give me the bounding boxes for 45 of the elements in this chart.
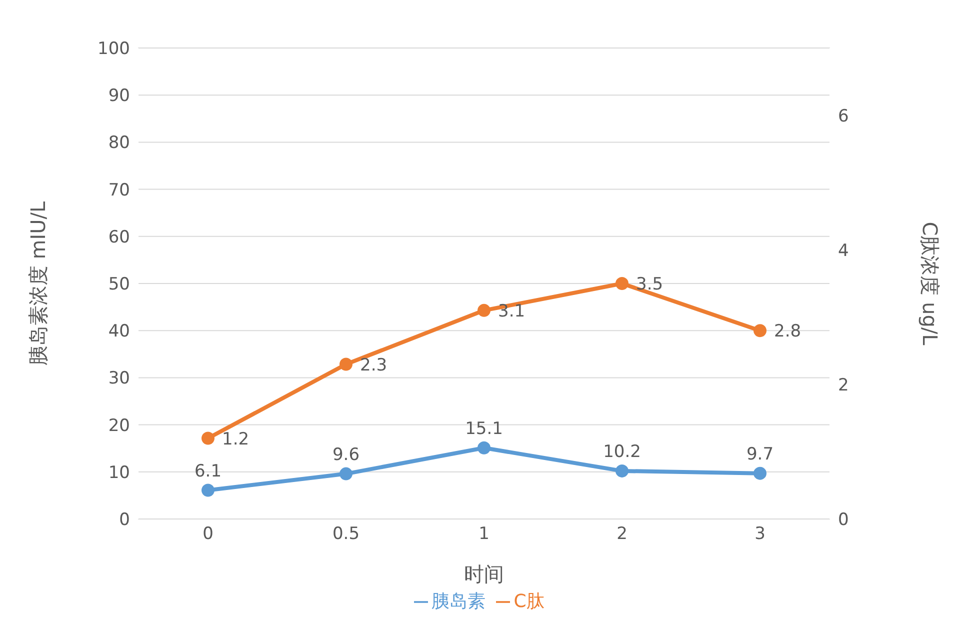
y-tick-label: 60: [108, 227, 130, 248]
y-axis-title: 胰岛素浓度 mIU/L: [26, 200, 50, 366]
x-tick-label: 2: [616, 524, 628, 544]
y-tick-label: 20: [108, 416, 130, 436]
data-label: 9.6: [332, 444, 360, 465]
point: [754, 324, 766, 338]
legend-label: C肽: [514, 591, 544, 612]
x-axis-title: 时间: [464, 562, 504, 586]
point: [478, 441, 490, 454]
data-label: 1.2: [222, 429, 250, 450]
y2-tick-label: 6: [838, 106, 849, 126]
y2-tick-label: 2: [838, 375, 849, 396]
y-tick-label: 40: [108, 322, 130, 342]
data-label: 9.7: [746, 444, 774, 464]
point: [478, 304, 490, 317]
point: [616, 277, 628, 290]
y-tick-label: 70: [108, 180, 130, 200]
point: [202, 432, 214, 445]
y-tick-label: 10: [108, 462, 130, 483]
x-tick-label: 0.5: [332, 524, 360, 544]
y-tick-label: 100: [98, 39, 130, 60]
point: [340, 358, 352, 371]
point: [616, 464, 628, 478]
y-tick-label: 0: [119, 510, 130, 530]
y2-axis-title: C肽浓度 ug/L: [918, 222, 942, 346]
y2-tick-label: 0: [838, 510, 849, 530]
data-label: 3.5: [636, 274, 664, 295]
data-label: 6.1: [194, 461, 222, 482]
x-tick-label: 0: [202, 524, 214, 544]
point: [202, 484, 214, 497]
y-tick-label: 30: [108, 368, 130, 389]
y-tick-label: 50: [108, 274, 130, 295]
data-label: 10.2: [603, 442, 641, 462]
point: [754, 466, 766, 480]
y2-tick-label: 4: [838, 240, 849, 261]
data-label: 2.8: [774, 322, 802, 342]
data-label: 3.1: [498, 301, 526, 322]
y-tick-label: 80: [108, 133, 130, 154]
y-tick-label: 90: [108, 86, 130, 106]
x-tick-label: 3: [754, 524, 766, 544]
data-label: 15.1: [465, 418, 503, 439]
legend-label: 胰岛素: [432, 591, 486, 612]
data-label: 2.3: [360, 355, 388, 376]
x-tick-label: 1: [478, 524, 490, 544]
point: [340, 467, 352, 480]
